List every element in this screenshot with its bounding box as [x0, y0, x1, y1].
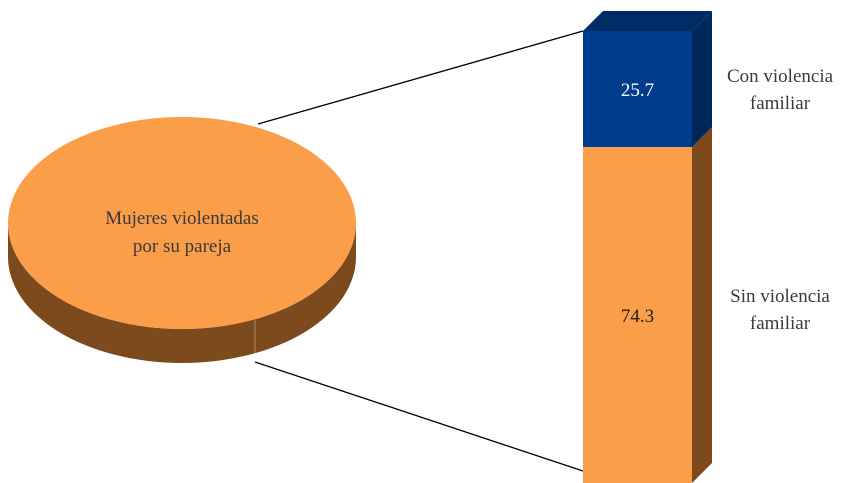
bar-segment-con-violencia: [583, 31, 692, 148]
category-label-sin-violencia-line: familiar: [750, 313, 811, 334]
bar-segment-sin-violencia: [583, 147, 692, 483]
pie-label-line: por su pareja: [133, 236, 232, 257]
stacked-bar: 25.7 74.3: [583, 11, 712, 483]
pie-top: [8, 117, 356, 329]
bar-top-face: [583, 11, 712, 31]
connector-line-top: [257, 30, 584, 125]
category-label-con-violencia-line: Con violencia: [727, 66, 834, 87]
pie: Mujeres violentadas por su pareja: [8, 117, 356, 363]
bar-side-con-violencia: [692, 11, 712, 148]
category-label-sin-violencia-line: Sin violencia: [730, 286, 830, 307]
bar-side-sin-violencia: [692, 127, 712, 483]
category-label-sin-violencia: Sin violencia familiar: [730, 286, 830, 334]
connector-line-bottom: [254, 361, 584, 472]
category-label-con-violencia-line: familiar: [750, 93, 811, 114]
pie-label: Mujeres violentadas por su pareja: [105, 208, 259, 257]
data-label-con-violencia: 25.7: [621, 80, 654, 101]
pie-side: [8, 223, 356, 363]
category-label-con-violencia: Con violencia familiar: [727, 66, 834, 114]
data-label-sin-violencia: 74.3: [621, 306, 654, 327]
pie-label-line: Mujeres violentadas: [105, 208, 259, 229]
